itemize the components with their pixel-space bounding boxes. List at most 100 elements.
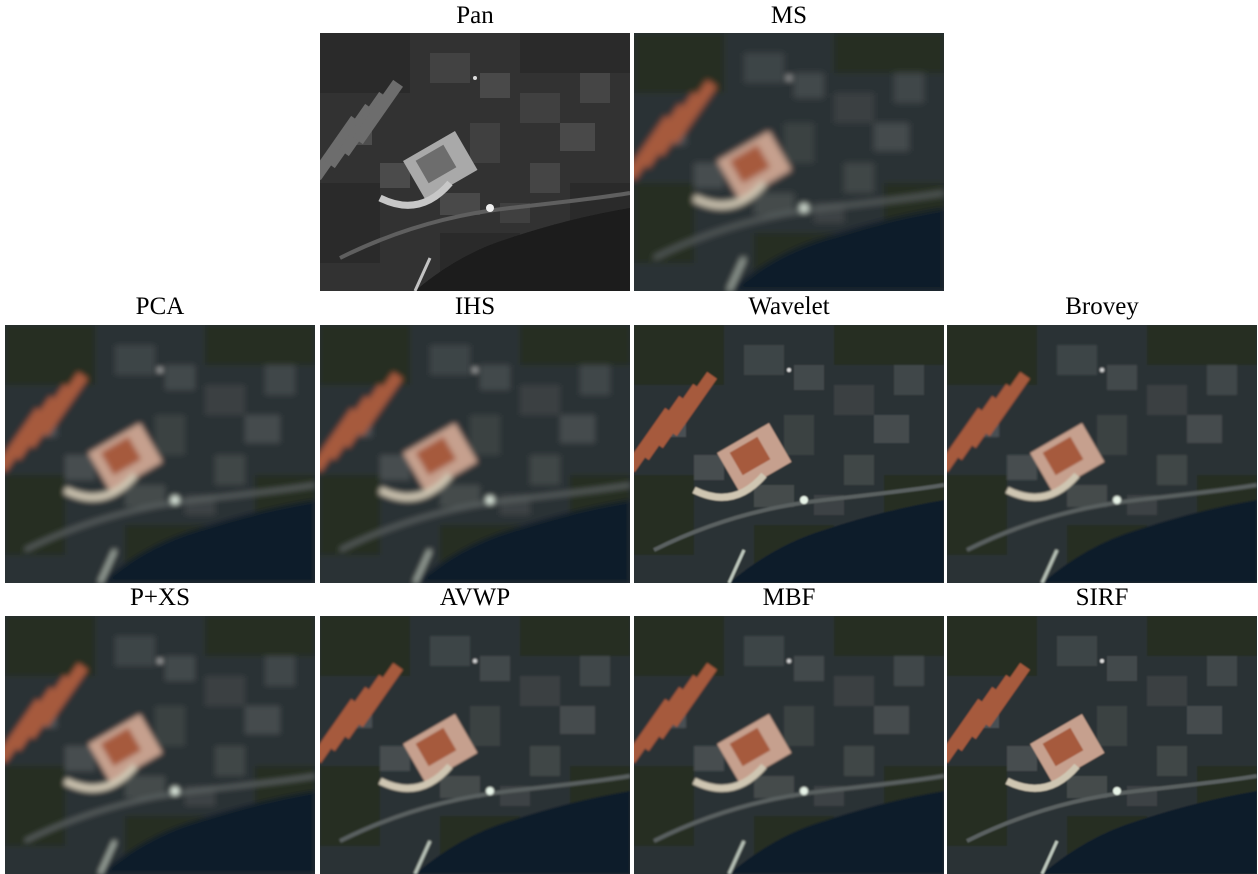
vegetation-patch	[320, 183, 380, 263]
scene-svg	[320, 33, 630, 291]
roof-row	[353, 79, 403, 145]
bright-spot	[1100, 659, 1104, 663]
vegetation-patch	[1147, 325, 1257, 365]
water-body	[729, 208, 944, 291]
city-block	[754, 485, 794, 507]
city-block	[265, 656, 295, 686]
roof-row	[667, 371, 717, 437]
city-block	[215, 746, 245, 776]
light-strip	[98, 840, 117, 874]
curved-building	[378, 180, 453, 209]
city-block	[744, 53, 784, 83]
city-block	[165, 365, 195, 390]
bright-spot	[787, 659, 791, 663]
central-roof	[415, 727, 457, 767]
city-block	[794, 365, 824, 390]
city-block	[530, 455, 560, 485]
city-block	[874, 415, 909, 443]
city-block	[834, 93, 874, 123]
scene-svg	[320, 616, 630, 874]
bright-spot	[171, 496, 179, 504]
city-block	[430, 636, 470, 666]
city-block	[844, 163, 874, 193]
city-block	[694, 746, 724, 771]
coastal-road	[339, 483, 630, 552]
mbf-image	[634, 616, 944, 874]
light-strip	[413, 549, 432, 583]
vegetation-patch	[634, 475, 694, 555]
light-strip	[413, 840, 432, 874]
city-block	[245, 415, 280, 443]
central-roof	[729, 727, 771, 767]
water-body	[1042, 500, 1257, 583]
vegetation-patch	[320, 766, 380, 846]
water-body	[415, 500, 630, 583]
city-block	[834, 676, 874, 706]
curved-building	[692, 180, 767, 209]
city-block	[65, 455, 95, 480]
city-block	[694, 455, 724, 480]
central-roof	[100, 436, 142, 476]
city-block	[480, 656, 510, 681]
city-block	[1207, 656, 1237, 686]
vegetation-patch	[5, 766, 65, 846]
bright-spot	[473, 659, 477, 663]
city-block	[844, 455, 874, 485]
vegetation-patch	[634, 766, 694, 846]
bright-spot	[473, 76, 477, 80]
scene-svg	[947, 616, 1257, 874]
city-block	[560, 415, 595, 443]
pan-image	[320, 33, 630, 291]
avwp-image	[320, 616, 630, 874]
bright-spot	[800, 787, 808, 795]
city-block	[470, 706, 500, 746]
city-block	[894, 365, 924, 395]
city-block	[1057, 345, 1097, 375]
scene-svg	[947, 325, 1257, 583]
light-strip	[1040, 549, 1059, 583]
vegetation-patch	[5, 475, 65, 555]
pxs-image	[5, 616, 315, 874]
coastal-road	[24, 483, 315, 552]
bright-spot	[486, 787, 494, 795]
city-block	[560, 123, 595, 151]
city-block	[1107, 365, 1137, 390]
bright-spot	[486, 204, 494, 212]
ihs-image	[320, 325, 630, 583]
bright-spot	[787, 76, 791, 80]
coastal-road	[966, 483, 1257, 552]
water-body	[415, 208, 630, 291]
central-roof	[1042, 727, 1084, 767]
curved-building	[63, 763, 138, 792]
central-roof	[1042, 436, 1084, 476]
light-strip	[1040, 840, 1059, 874]
vegetation-patch	[205, 616, 315, 656]
city-block	[580, 73, 610, 103]
vegetation-patch	[834, 325, 944, 365]
city-block	[245, 706, 280, 734]
light-strip	[98, 549, 117, 583]
city-block	[65, 746, 95, 771]
roof-row	[38, 662, 88, 728]
scene-svg	[634, 616, 944, 874]
city-block	[1107, 656, 1137, 681]
city-block	[754, 776, 794, 798]
city-block	[794, 656, 824, 681]
scene-svg	[634, 325, 944, 583]
city-block	[380, 455, 410, 480]
ms-image	[634, 33, 944, 291]
curved-building	[692, 472, 767, 501]
bright-spot	[800, 204, 808, 212]
city-block	[1007, 746, 1037, 771]
curved-building	[378, 472, 453, 501]
city-block	[480, 365, 510, 390]
bright-spot	[1113, 787, 1121, 795]
city-block	[520, 93, 560, 123]
sirf-image	[947, 616, 1257, 874]
water-body	[415, 791, 630, 874]
panel-label: PCA	[135, 293, 185, 320]
vegetation-patch	[947, 475, 1007, 555]
curved-building	[1005, 763, 1080, 792]
city-block	[694, 163, 724, 188]
city-block	[784, 415, 814, 455]
